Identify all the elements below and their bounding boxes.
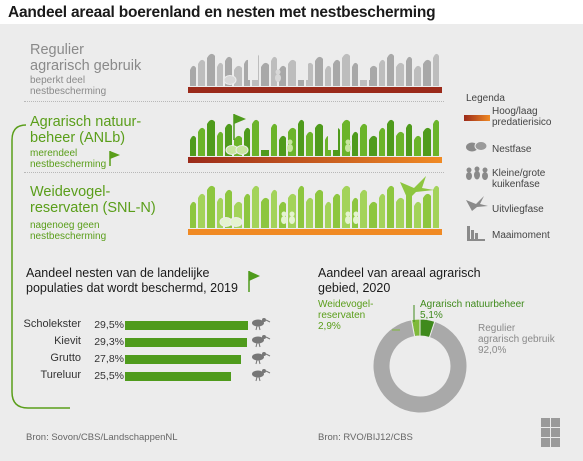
risk-band xyxy=(188,229,442,235)
row-subtitle-anlb: merendeel nestbescherming xyxy=(30,148,107,170)
legend-label-nest: Nestfase xyxy=(492,144,532,155)
chick-icon xyxy=(275,74,281,82)
chick-icon xyxy=(281,216,287,224)
nest-icon xyxy=(235,145,249,155)
wader-bird-icon xyxy=(252,352,271,365)
wader-bird-icon xyxy=(252,318,271,331)
legend-title: Legenda xyxy=(466,93,505,104)
pie-label-anb: Agrarisch natuurbeheer 5,1% xyxy=(420,299,525,321)
row-subtitle-snl: nagenoeg geen nestbescherming xyxy=(30,220,107,242)
legend-label-flying: Uitvliegfase xyxy=(492,204,544,215)
page-title: Aandeel areaal boerenland en nesten met … xyxy=(8,4,436,21)
bar xyxy=(125,321,248,330)
grass-strip-snl xyxy=(188,176,442,235)
bar-chart-source: Bron: Sovon/CBS/LandschappenNL xyxy=(26,432,178,443)
pie-chart xyxy=(372,318,468,414)
chick-icon xyxy=(353,211,359,217)
grass-strip-anlb xyxy=(188,110,442,163)
nest-icon xyxy=(223,75,237,85)
row-title-anlb: Agrarisch natuur- beheer (ANLb) xyxy=(30,114,142,146)
pie-slice xyxy=(372,319,468,414)
row-separator xyxy=(24,101,444,102)
flag-icon xyxy=(109,151,120,166)
row-title-regulier: Regulier agrarisch gebruik xyxy=(30,42,142,74)
legend-label-chick: Kleine/grote kuikenfase xyxy=(492,168,546,190)
chick-icon xyxy=(345,139,351,145)
flag-icon xyxy=(248,271,260,292)
chick-icon xyxy=(345,216,351,224)
pie-label-regulier: Regulier agrarisch gebruik 92,0% xyxy=(478,323,555,356)
chick-icon xyxy=(281,211,287,217)
chick-icon xyxy=(287,139,293,145)
risk-band xyxy=(188,87,442,93)
pie-chart-source: Bron: RVO/BIJ12/CBS xyxy=(318,432,413,443)
legend-label-mowing: Maaimoment xyxy=(492,230,550,241)
bar-label: Kievit xyxy=(54,335,81,347)
wader-bird-icon xyxy=(252,335,271,348)
chick-icon xyxy=(345,211,351,217)
bar-value-label: 29,3% xyxy=(94,336,124,348)
bar xyxy=(125,372,232,381)
bar-label: Scholekster xyxy=(23,318,81,330)
bar-value-label: 25,5% xyxy=(94,370,124,382)
bar-value-label: 27,8% xyxy=(94,353,124,365)
chick-icon xyxy=(289,211,295,217)
bar xyxy=(125,338,248,347)
chick-icon xyxy=(466,166,488,180)
chick-icon xyxy=(289,216,295,224)
mowing-icon xyxy=(467,226,485,241)
cbs-logo xyxy=(541,418,560,447)
flying-bird-icon xyxy=(466,196,488,211)
chick-icon xyxy=(275,69,281,75)
flying-bird-icon xyxy=(400,176,434,200)
bar-label: Tureluur xyxy=(40,369,81,381)
bar-chart-title: Aandeel nesten van de landelijke populat… xyxy=(26,266,238,295)
nest-icon xyxy=(466,141,488,152)
wader-bird-icon xyxy=(252,369,271,382)
chick-icon xyxy=(353,216,359,224)
pie-label-weidevogel: Weidevogel- reservaten 2,9% xyxy=(318,299,374,332)
row-separator xyxy=(24,172,444,173)
risk-band xyxy=(188,157,442,163)
chick-icon xyxy=(287,144,293,152)
bar xyxy=(125,355,241,364)
legend-label-risk: Hoog/laag predatierisico xyxy=(492,106,552,128)
nest-icon xyxy=(229,217,243,227)
grass-strip-regulier xyxy=(188,48,442,93)
chick-icon xyxy=(345,144,351,152)
bar-value-label: 29,5% xyxy=(94,319,124,331)
risk-gradient-icon xyxy=(464,115,490,121)
bar-label: Grutto xyxy=(50,352,81,364)
pie-chart-title: Aandeel van areaal agrarisch gebied, 202… xyxy=(318,266,481,295)
row-title-snl: Weidevogel- reservaten (SNL-N) xyxy=(30,184,156,216)
row-subtitle-regulier: beperkt deel nestbescherming xyxy=(30,75,107,97)
flag-icon xyxy=(234,114,246,124)
infographic-panel xyxy=(0,24,583,461)
